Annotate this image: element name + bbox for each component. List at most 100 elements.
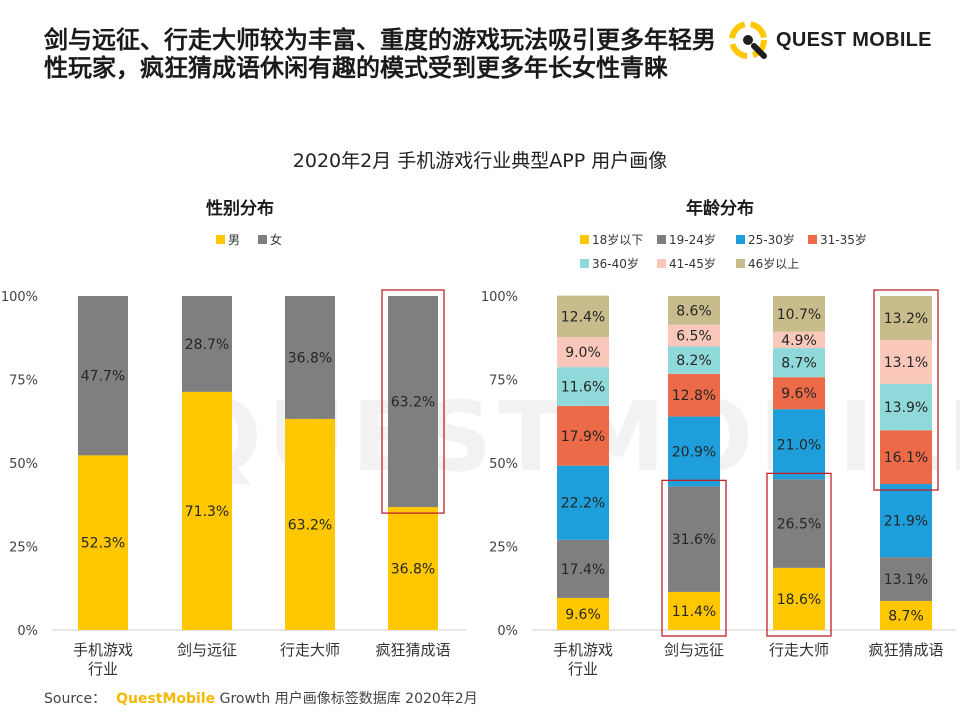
data-label-2-3-6: 13.2% bbox=[884, 311, 928, 327]
legend-swatch-2-4 bbox=[580, 259, 589, 268]
bar-2-1-6 bbox=[668, 296, 720, 325]
data-label-2-0-3: 17.9% bbox=[561, 429, 605, 445]
bar-1-1-1 bbox=[182, 296, 232, 392]
data-label-2-2-2: 21.0% bbox=[777, 437, 821, 453]
bar-1-2-1 bbox=[285, 296, 335, 419]
y-tick-1-3: 75% bbox=[9, 374, 38, 389]
data-label-2-1-6: 8.6% bbox=[676, 303, 712, 319]
main-title: 2020年2月 手机游戏行业典型APP 用户画像 bbox=[292, 150, 668, 172]
y-tick-1-2: 50% bbox=[9, 457, 38, 472]
source-label: Source： bbox=[44, 691, 107, 707]
data-label-2-3-3: 16.1% bbox=[884, 450, 928, 466]
bar-2-2-5 bbox=[773, 331, 825, 349]
data-label-2-1-3: 12.8% bbox=[672, 388, 716, 404]
data-label-2-1-1: 31.6% bbox=[672, 532, 716, 548]
bar-1-0-1 bbox=[78, 296, 128, 456]
data-label-2-1-2: 20.9% bbox=[672, 444, 716, 460]
data-label-2-3-4: 13.9% bbox=[884, 400, 928, 416]
legend-swatch-2-5 bbox=[657, 259, 666, 268]
bar-2-3-6 bbox=[880, 296, 932, 341]
highlight-box-2-0 bbox=[661, 479, 727, 637]
bar-2-2-3 bbox=[773, 377, 825, 410]
headline-line-1: 剑与远征、行走大师较为丰富、重度的游戏玩法吸引更多年轻男 bbox=[44, 26, 716, 54]
x-category-2-0: 手机游戏行业 bbox=[553, 641, 613, 678]
bar-2-1-5 bbox=[668, 324, 720, 347]
data-label-1-1-0: 71.3% bbox=[185, 504, 229, 520]
data-label-2-0-5: 9.0% bbox=[565, 345, 601, 361]
data-label-1-2-0: 63.2% bbox=[288, 517, 332, 533]
bar-2-2-0 bbox=[773, 567, 825, 630]
data-label-2-2-0: 18.6% bbox=[777, 592, 821, 608]
data-label-2-1-4: 8.2% bbox=[676, 353, 712, 369]
legend-label-2-0: 18岁以下 bbox=[592, 232, 643, 247]
bar-2-3-5 bbox=[880, 340, 932, 384]
chart-1-title: 性别分布 bbox=[206, 198, 274, 219]
x-category-1-0: 手机游戏行业 bbox=[73, 641, 133, 678]
source-footer: Source： QuestMobile Growth 用户画像标签数据库 2020… bbox=[44, 688, 478, 708]
bar-2-0-0 bbox=[557, 597, 609, 630]
data-label-2-0-1: 17.4% bbox=[561, 562, 605, 578]
y-tick-2-2: 50% bbox=[489, 457, 518, 472]
data-label-2-3-5: 13.1% bbox=[884, 355, 928, 371]
bar-2-3-3 bbox=[880, 430, 932, 485]
questmobile-logo: QUEST MOBILE bbox=[726, 18, 932, 64]
y-tick-2-3: 75% bbox=[489, 374, 518, 389]
highlight-box-1-0 bbox=[381, 289, 445, 514]
watermark-text: QUESTMOBILE bbox=[180, 381, 960, 493]
bar-2-0-5 bbox=[557, 337, 609, 368]
bar-2-1-0 bbox=[668, 591, 720, 630]
source-brand: QuestMobile bbox=[116, 691, 216, 707]
legend-label-2-6: 46岁以上 bbox=[748, 256, 799, 271]
headline-line-2: 性玩家，疯狂猜成语休闲有趣的模式受到更多年长女性青睐 bbox=[44, 54, 668, 82]
data-label-2-0-0: 9.6% bbox=[565, 607, 601, 623]
x-category-2-1: 剑与远征 bbox=[664, 641, 724, 659]
chart-2-title: 年龄分布 bbox=[686, 198, 754, 219]
legend-swatch-1-0 bbox=[216, 235, 225, 244]
data-label-1-3-0: 36.8% bbox=[391, 562, 435, 578]
legend-swatch-2-2 bbox=[736, 235, 745, 244]
data-label-2-3-0: 8.7% bbox=[888, 608, 924, 624]
bar-2-2-6 bbox=[773, 296, 825, 332]
bar-2-0-6 bbox=[557, 295, 609, 338]
data-label-2-2-1: 26.5% bbox=[777, 517, 821, 533]
legend-label-1-1: 女 bbox=[270, 232, 282, 247]
data-label-2-2-5: 4.9% bbox=[781, 333, 817, 349]
data-label-2-3-2: 21.9% bbox=[884, 514, 928, 530]
legend-label-2-5: 41-45岁 bbox=[669, 256, 716, 271]
x-category-1-2: 行走大师 bbox=[280, 641, 340, 659]
bar-2-3-1 bbox=[880, 557, 932, 601]
data-label-2-2-6: 10.7% bbox=[777, 307, 821, 323]
x-category-2-3: 疯狂猜成语 bbox=[868, 641, 943, 659]
data-label-2-0-2: 22.2% bbox=[561, 496, 605, 512]
legend-label-2-1: 19-24岁 bbox=[669, 232, 716, 247]
x-category-2-2: 行走大师 bbox=[769, 641, 829, 659]
logo-mark-icon bbox=[729, 21, 767, 59]
y-tick-1-4: 100% bbox=[1, 290, 38, 305]
source-text: Growth 用户画像标签数据库 2020年2月 bbox=[215, 691, 478, 707]
y-tick-2-1: 25% bbox=[489, 541, 518, 556]
legend-label-2-2: 25-30岁 bbox=[748, 232, 795, 247]
bar-1-2-0 bbox=[285, 418, 335, 630]
bar-2-0-3 bbox=[557, 405, 609, 466]
bar-2-3-0 bbox=[880, 600, 932, 630]
data-label-1-0-1: 47.7% bbox=[81, 369, 125, 385]
legend-swatch-2-3 bbox=[808, 235, 817, 244]
data-label-2-0-6: 12.4% bbox=[561, 309, 605, 325]
y-tick-1-1: 25% bbox=[9, 541, 38, 556]
bar-1-3-0 bbox=[388, 507, 438, 630]
bar-2-0-1 bbox=[557, 539, 609, 598]
bar-2-0-4 bbox=[557, 367, 609, 406]
legend-swatch-2-6 bbox=[736, 259, 745, 268]
data-label-1-1-1: 28.7% bbox=[185, 337, 229, 353]
highlight-box-2-2 bbox=[873, 289, 939, 491]
y-tick-2-4: 100% bbox=[481, 290, 518, 305]
legend-label-2-3: 31-35岁 bbox=[820, 232, 867, 247]
legend-swatch-2-1 bbox=[657, 235, 666, 244]
data-label-2-1-5: 6.5% bbox=[676, 329, 712, 345]
bar-2-3-2 bbox=[880, 484, 932, 558]
bar-2-1-3 bbox=[668, 373, 720, 417]
bar-2-2-4 bbox=[773, 348, 825, 378]
logo-text: QUEST MOBILE bbox=[776, 29, 932, 51]
bar-1-3-1 bbox=[388, 296, 438, 508]
data-label-2-0-4: 11.6% bbox=[561, 380, 605, 396]
